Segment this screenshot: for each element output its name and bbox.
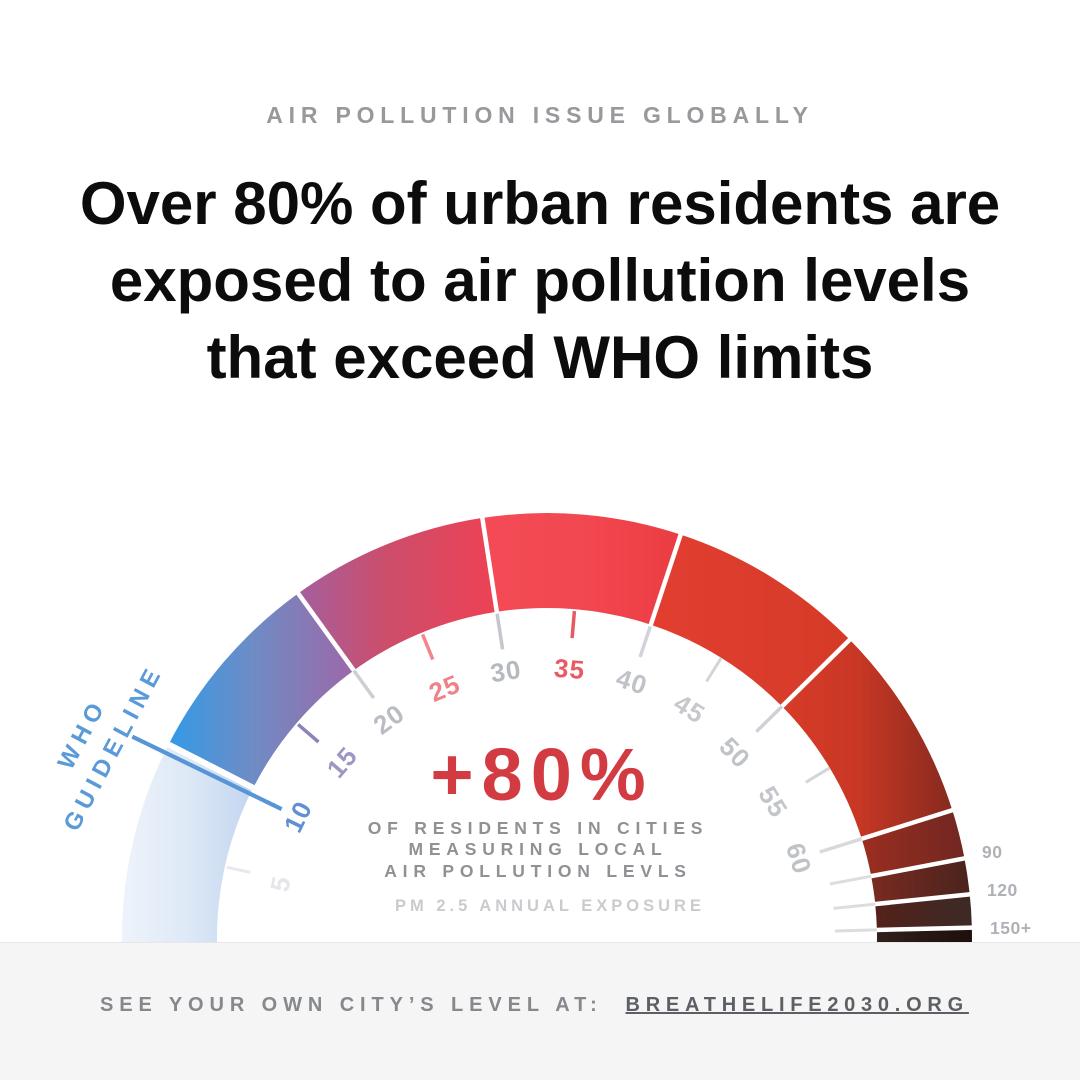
svg-text:150+: 150+	[990, 918, 1031, 938]
svg-text:40: 40	[613, 663, 652, 701]
svg-text:35: 35	[553, 653, 586, 685]
svg-text:120: 120	[987, 880, 1018, 900]
svg-text:45: 45	[669, 688, 711, 730]
svg-text:5: 5	[264, 873, 296, 894]
svg-text:25: 25	[425, 668, 465, 707]
svg-text:90: 90	[982, 842, 1002, 862]
svg-text:30: 30	[488, 654, 523, 688]
